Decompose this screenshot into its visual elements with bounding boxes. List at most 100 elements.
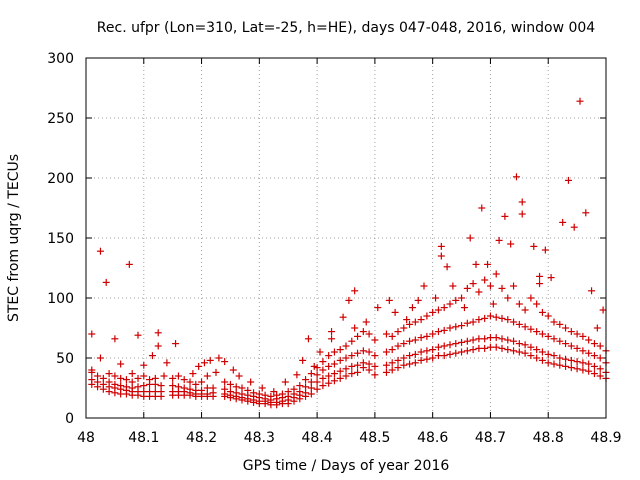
data-point <box>111 372 119 380</box>
data-point <box>515 340 523 348</box>
data-point <box>452 349 460 357</box>
data-point <box>247 378 255 386</box>
data-point <box>307 384 315 392</box>
data-point <box>88 376 96 384</box>
data-point <box>212 368 220 376</box>
data-point <box>458 338 466 346</box>
data-point <box>538 308 546 316</box>
data-point <box>429 354 437 362</box>
data-point <box>536 272 544 280</box>
data-point <box>556 320 564 328</box>
data-point <box>562 362 570 370</box>
data-point <box>510 347 518 355</box>
data-point <box>588 287 596 295</box>
data-point <box>336 346 344 354</box>
data-point <box>466 234 474 242</box>
data-point <box>498 314 506 322</box>
data-point <box>547 274 555 282</box>
data-point <box>325 352 333 360</box>
data-point <box>411 350 419 358</box>
data-point <box>434 343 442 351</box>
data-point <box>192 380 200 388</box>
data-point <box>195 362 203 370</box>
data-point <box>345 296 353 304</box>
data-point <box>235 372 243 380</box>
data-point <box>198 378 206 386</box>
data-point <box>406 320 414 328</box>
data-point <box>515 300 523 308</box>
data-point <box>362 318 370 326</box>
data-point <box>582 209 590 217</box>
data-point <box>432 294 440 302</box>
data-point <box>423 355 431 363</box>
data-point <box>281 378 289 386</box>
data-point <box>174 383 182 391</box>
x-axis-label: GPS time / Days of year 2016 <box>243 458 450 474</box>
data-point <box>484 260 492 268</box>
data-point <box>180 384 188 392</box>
data-point <box>573 358 581 366</box>
data-point <box>573 330 581 338</box>
data-point <box>359 359 367 367</box>
data-point <box>328 328 336 336</box>
data-point <box>382 368 390 376</box>
data-point <box>567 342 575 350</box>
data-point <box>160 372 168 380</box>
data-point <box>481 344 489 352</box>
data-point <box>122 383 130 391</box>
data-point <box>567 328 575 336</box>
data-point <box>186 378 194 386</box>
data-point <box>400 340 408 348</box>
data-point <box>585 349 593 357</box>
data-point <box>134 383 142 391</box>
data-point <box>325 362 333 370</box>
data-point <box>478 204 486 212</box>
data-point <box>206 356 214 364</box>
data-point <box>215 354 223 362</box>
data-point <box>579 332 587 340</box>
data-point <box>284 388 292 396</box>
data-point <box>463 319 471 327</box>
data-point <box>330 370 338 378</box>
data-point <box>365 330 373 338</box>
data-point <box>481 335 489 343</box>
data-point <box>382 361 390 369</box>
y-tick-label: 100 <box>47 291 74 307</box>
data-point <box>229 366 237 374</box>
data-point <box>102 278 110 286</box>
data-point <box>351 324 359 332</box>
data-point <box>117 382 125 390</box>
data-point <box>573 344 581 352</box>
data-point <box>440 342 448 350</box>
data-point <box>469 346 477 354</box>
data-point <box>550 318 558 326</box>
data-point <box>394 328 402 336</box>
plot-frame <box>85 57 607 419</box>
data-point <box>394 356 402 364</box>
data-point <box>348 362 356 370</box>
data-point <box>481 314 489 322</box>
data-point <box>299 356 307 364</box>
data-point <box>94 378 102 386</box>
data-point <box>472 260 480 268</box>
data-point <box>481 276 489 284</box>
data-point <box>463 284 471 292</box>
data-point <box>186 385 194 393</box>
data-point <box>348 352 356 360</box>
data-point <box>250 389 258 397</box>
data-point <box>148 352 156 360</box>
data-point <box>423 332 431 340</box>
grid <box>86 58 606 418</box>
data-point <box>550 360 558 368</box>
data-point <box>325 372 333 380</box>
data-point <box>140 361 148 369</box>
data-point <box>330 348 338 356</box>
data-point <box>307 370 315 378</box>
data-point <box>460 304 468 312</box>
data-point <box>270 388 278 396</box>
data-point <box>550 335 558 343</box>
data-point <box>533 328 541 336</box>
x-tick-label: 48.6 <box>417 430 448 446</box>
data-point <box>96 354 104 362</box>
